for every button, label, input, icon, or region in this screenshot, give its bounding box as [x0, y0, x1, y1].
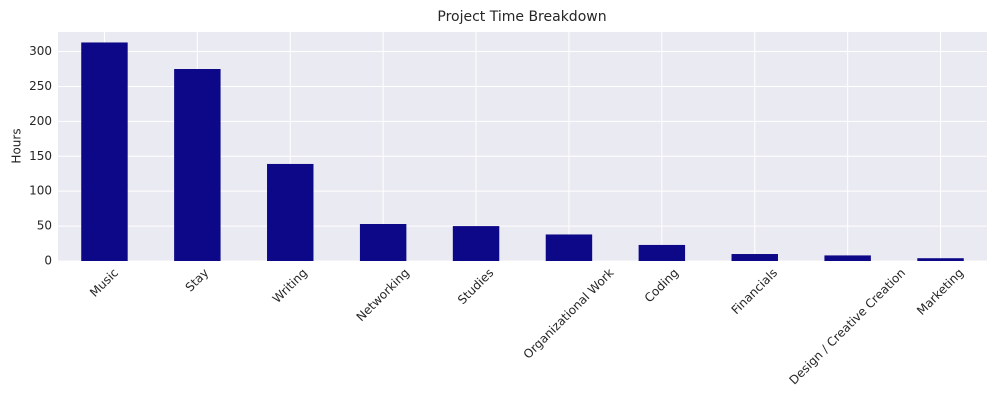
y-tick-label: 150 [29, 149, 52, 163]
bar [452, 226, 500, 261]
y-tick-label: 250 [29, 79, 52, 93]
bar [174, 69, 221, 261]
bar [731, 254, 778, 261]
x-tick-label: Studies [455, 266, 496, 307]
bar [638, 244, 686, 261]
y-tick-label: 100 [29, 184, 52, 198]
y-tick-label: 50 [37, 219, 52, 233]
bar [824, 255, 871, 261]
x-tick-label: Networking [354, 266, 412, 324]
x-tick-label: Music [87, 266, 121, 300]
bar [81, 42, 128, 261]
x-tick-label: Financials [729, 266, 780, 317]
bar [267, 163, 314, 261]
x-tick-label: Stay [183, 266, 212, 295]
x-tick-label: Coding [642, 266, 682, 306]
x-tick-label: Organizational Work [521, 266, 617, 362]
bar [359, 223, 407, 261]
chart-title: Project Time Breakdown [437, 9, 606, 25]
x-tick-label: Design / Creative Creation [786, 266, 908, 388]
y-tick-label: 200 [29, 114, 52, 128]
x-tick-label: Writing [270, 266, 310, 306]
y-tick-label: 300 [29, 44, 52, 58]
y-axis-label: Hours [10, 128, 24, 163]
bar [917, 258, 964, 261]
x-tick-label: Marketing [914, 266, 966, 318]
y-tick-label: 0 [44, 254, 52, 268]
bar [545, 234, 593, 261]
